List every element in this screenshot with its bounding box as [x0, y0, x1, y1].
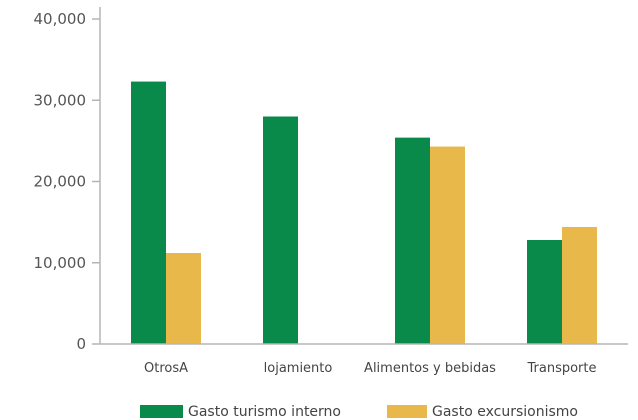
x-tick-label: OtrosA: [144, 361, 188, 376]
legend: Gasto turismo interno Gasto excursionismo: [140, 404, 578, 420]
bar: [562, 227, 597, 344]
legend-label: Gasto excursionismo: [432, 404, 578, 420]
legend-swatch: [140, 405, 183, 418]
x-tick-label: lojamiento: [264, 361, 333, 376]
bar: [131, 81, 166, 344]
y-tick-label: 10,000: [34, 254, 87, 272]
bar: [263, 116, 298, 344]
y-tick-label: 20,000: [34, 173, 87, 191]
bar: [166, 253, 201, 344]
bar: [395, 137, 430, 344]
legend-swatch: [387, 405, 427, 418]
x-tick-label: Transporte: [527, 361, 597, 376]
legend-label: Gasto turismo interno: [188, 404, 341, 420]
x-axis: OtrosA lojamiento Alimentos y bebidas Trans…: [100, 343, 628, 376]
y-tick-label: 30,000: [34, 91, 87, 109]
bars: [131, 81, 597, 344]
bar: [527, 240, 562, 344]
y-tick-label: 0: [76, 335, 86, 353]
y-tick-label: 40,000: [34, 10, 87, 28]
bar: [430, 146, 465, 344]
y-axis: 0 10,000 20,000 30,000 40,000: [34, 7, 101, 353]
x-tick-label: Alimentos y bebidas: [364, 361, 496, 376]
